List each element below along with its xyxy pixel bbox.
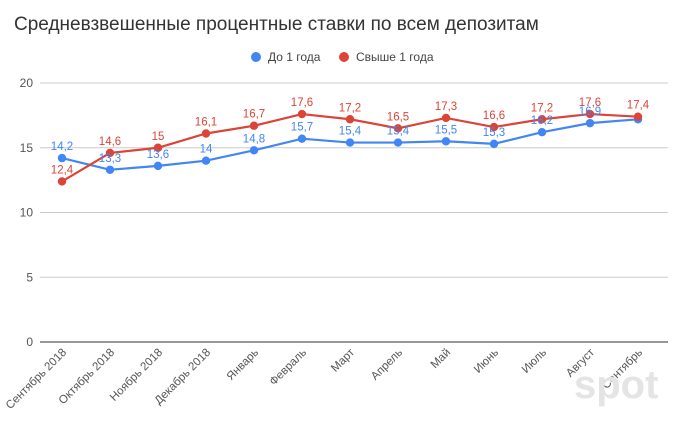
- data-point: [537, 128, 547, 137]
- data-label: 15,5: [435, 124, 457, 136]
- data-point: [489, 139, 499, 149]
- legend-marker: [339, 52, 349, 62]
- data-point: [201, 129, 211, 138]
- data-point: [393, 138, 403, 147]
- data-point: [489, 122, 499, 132]
- gridlines: [40, 82, 668, 343]
- data-label: 15,4: [339, 126, 362, 138]
- data-label: 13,6: [147, 149, 169, 161]
- x-tick-label: Май: [429, 347, 453, 371]
- data-label: 16,9: [579, 106, 601, 118]
- data-label: 17,3: [435, 101, 457, 113]
- y-tick-label: 10: [20, 206, 34, 220]
- data-point: [633, 112, 643, 121]
- legend-label: Свыше 1 года: [356, 50, 434, 64]
- data-point: [249, 121, 259, 130]
- y-axis-ticks: 0 5 10 15 20: [20, 76, 34, 349]
- data-label: 15: [152, 131, 165, 143]
- data-point: [201, 156, 211, 165]
- watermark: spot: [574, 363, 658, 407]
- data-point: [585, 118, 595, 128]
- series-points: [57, 109, 643, 186]
- data-label: 12,4: [51, 164, 74, 176]
- data-label: 17,4: [627, 100, 650, 112]
- data-point: [345, 115, 355, 124]
- legend-label: До 1 года: [268, 50, 321, 64]
- data-label: 15,3: [483, 127, 505, 139]
- y-tick-label: 15: [20, 141, 34, 155]
- data-label: 16,1: [195, 117, 217, 129]
- data-point: [57, 153, 67, 163]
- x-tick-label: Март: [329, 346, 357, 374]
- x-tick-label: Январь: [225, 347, 261, 383]
- data-label: 14,8: [243, 133, 265, 145]
- data-point: [441, 137, 451, 146]
- data-point: [585, 109, 595, 119]
- data-point: [297, 109, 307, 119]
- data-point: [297, 134, 307, 143]
- x-tick-label: Февраль: [268, 347, 310, 389]
- data-label: 14: [200, 144, 213, 156]
- data-point: [105, 165, 115, 174]
- y-tick-label: 5: [26, 270, 33, 284]
- data-point: [441, 113, 451, 123]
- data-label: 16,6: [483, 110, 505, 122]
- data-label: 15,4: [387, 126, 410, 138]
- data-label: 17,6: [579, 97, 601, 109]
- data-point: [537, 115, 547, 124]
- data-point: [153, 143, 163, 152]
- data-label: 14,2: [51, 141, 73, 153]
- data-labels: 14,2 13,3 13,6 14 14,8 15,7 15,4 15,4 15,5 15,3 16…: [51, 97, 650, 176]
- legend: До 1 года Свыше 1 года: [251, 50, 434, 64]
- chart-title: Средневзвешенные процентные ставки по вс…: [14, 14, 539, 35]
- x-tick-label: Апрель: [369, 347, 405, 383]
- data-point: [153, 161, 163, 171]
- y-tick-label: 20: [20, 76, 34, 90]
- data-point: [345, 138, 355, 147]
- x-tick-label: Июль: [520, 347, 549, 376]
- data-point: [105, 148, 115, 158]
- data-label: 16,2: [531, 115, 553, 127]
- y-tick-label: 0: [26, 335, 33, 349]
- data-label: 16,7: [243, 109, 265, 121]
- data-label: 16,5: [387, 111, 409, 123]
- data-label: 17,2: [339, 102, 361, 114]
- data-point: [393, 124, 403, 133]
- x-tick-label: Июнь: [472, 347, 501, 376]
- data-point: [249, 146, 259, 155]
- data-label: 15,7: [291, 122, 313, 134]
- legend-marker: [251, 52, 261, 62]
- data-point: [57, 177, 67, 186]
- data-label: 13,3: [99, 153, 121, 165]
- data-label: 14,6: [99, 136, 121, 148]
- data-label: 17,6: [291, 97, 313, 109]
- data-label: 17,2: [531, 102, 553, 114]
